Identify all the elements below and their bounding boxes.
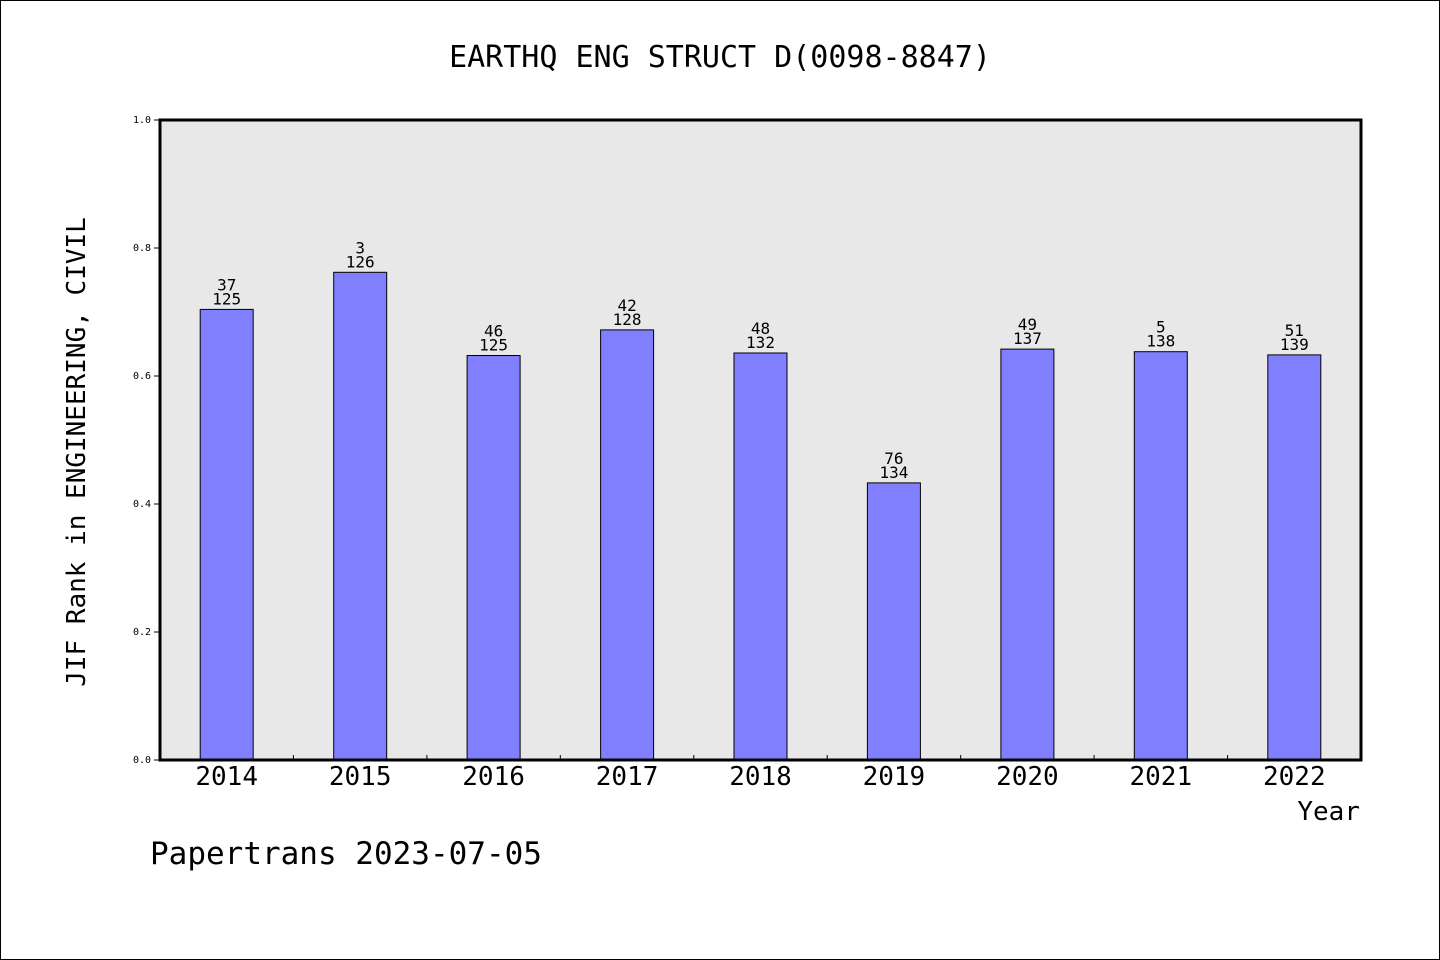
rank-label-2016: 46 xyxy=(484,322,503,341)
bar-2015 xyxy=(333,271,388,761)
total-label-2015: 126 xyxy=(346,252,375,271)
x-axis-ticks: 2014 2015 2016 2017 2018 2019 2020 2021 2022 xyxy=(195,755,1326,792)
total-label-2019: 134 xyxy=(879,463,908,482)
chart-title: EARTHQ ENG STRUCT D(0098-8847) xyxy=(449,40,991,75)
total-label-2018: 132 xyxy=(746,333,775,352)
plot-border xyxy=(158,118,1363,762)
y-tick-label: 0.6 xyxy=(133,371,151,382)
x-tick-label-2021: 2021 xyxy=(1129,762,1192,792)
bars-group xyxy=(199,271,1322,761)
total-label-2016: 125 xyxy=(479,336,508,355)
y-tick-label: 0.0 xyxy=(133,755,151,766)
x-tick-label-2014: 2014 xyxy=(195,762,258,792)
bar-2014 xyxy=(199,308,254,761)
bar-2017 xyxy=(600,329,655,761)
bar-2016 xyxy=(466,355,521,761)
x-tick-label-2018: 2018 xyxy=(729,762,792,792)
x-tick-label-2019: 2019 xyxy=(863,762,926,792)
footer-credit: Papertrans 2023-07-05 xyxy=(150,836,542,872)
total-label-2020: 137 xyxy=(1013,329,1042,348)
x-tick-label-2017: 2017 xyxy=(596,762,659,792)
y-tick-label: 0.8 xyxy=(133,243,151,254)
rank-label-2020: 49 xyxy=(1018,315,1037,334)
rank-label-2018: 48 xyxy=(751,319,770,338)
x-tick-label-2020: 2020 xyxy=(996,762,1059,792)
x-tick-label-2015: 2015 xyxy=(329,762,392,792)
y-axis-ticks: 0.0 0.2 0.4 0.6 0.8 1.0 xyxy=(133,115,160,766)
y-axis-label: JIF Rank in ENGINEERING, CIVIL xyxy=(62,217,92,687)
y-tick-label: 1.0 xyxy=(133,115,151,126)
x-tick-label-2016: 2016 xyxy=(462,762,525,792)
rank-label-2021: 5 xyxy=(1156,318,1166,337)
rank-label-2015: 3 xyxy=(355,238,365,257)
y-tick-label: 0.2 xyxy=(133,627,151,638)
total-label-2014: 125 xyxy=(212,289,241,308)
rank-label-2022: 51 xyxy=(1285,321,1304,340)
x-tick-label-2022: 2022 xyxy=(1263,762,1326,792)
bar-2018 xyxy=(733,352,788,761)
total-label-2017: 128 xyxy=(613,310,642,329)
rank-label-2017: 42 xyxy=(617,296,636,315)
rank-label-2019: 76 xyxy=(884,449,903,468)
y-tick-label: 0.4 xyxy=(133,499,151,510)
total-label-2021: 138 xyxy=(1146,332,1175,351)
bar-2019 xyxy=(866,482,921,761)
bar-2022 xyxy=(1267,354,1322,761)
rank-label-2014: 37 xyxy=(217,275,236,294)
bar-2021 xyxy=(1133,351,1188,761)
x-axis-label: Year xyxy=(1297,797,1360,827)
total-label-2022: 139 xyxy=(1280,335,1309,354)
bar-2020 xyxy=(1000,348,1055,761)
